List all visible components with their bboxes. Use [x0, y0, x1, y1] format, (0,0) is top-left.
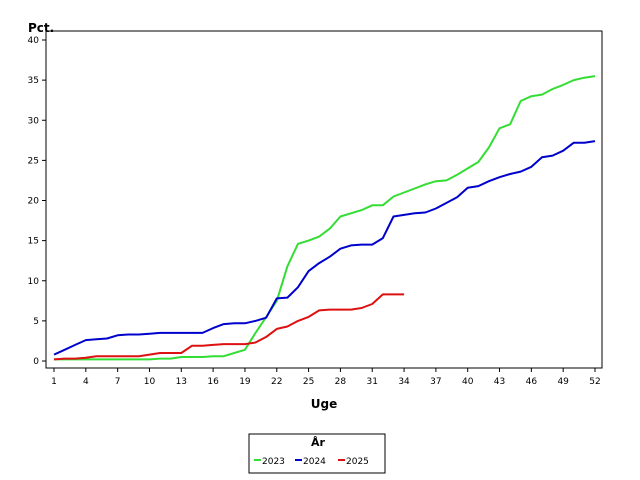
x-tick-label: 1 — [51, 377, 57, 387]
series-lines — [53, 75, 596, 361]
x-tick-label: 40 — [462, 377, 474, 387]
x-tick-label: 22 — [271, 377, 282, 387]
series-line-2023 — [54, 75, 596, 361]
y-tick-label: 15 — [28, 237, 39, 247]
legend-box — [248, 433, 386, 474]
y-tick-label: 35 — [28, 76, 39, 86]
x-tick-label: 16 — [207, 377, 219, 387]
x-tick-label: 25 — [303, 377, 314, 387]
x-tick-label: 28 — [335, 377, 347, 387]
legend-label-2024: 2024 — [303, 457, 326, 467]
y-tick-label: 10 — [28, 277, 40, 287]
x-tick-label: 19 — [239, 377, 251, 387]
y-tick-label: 25 — [28, 156, 39, 166]
x-tick-label: 10 — [144, 377, 156, 387]
y-tick-label: 20 — [28, 197, 40, 207]
series-line-2024 — [53, 140, 596, 356]
x-tick-label: 43 — [494, 377, 505, 387]
x-tick-label: 34 — [398, 377, 410, 387]
legend-label-2025: 2025 — [346, 457, 369, 467]
legend-title: År — [311, 436, 326, 449]
series-line-2025 — [53, 293, 405, 361]
x-tick-label: 49 — [557, 377, 569, 387]
y-axis-label: Pct. — [28, 21, 54, 35]
x-tick-label: 46 — [526, 377, 538, 387]
x-axis-ticks: 1 4 7 10 13 16 19 22 25 28 31 34 37 40 43 46 49 52 — [51, 368, 601, 387]
x-tick-label: 7 — [115, 377, 121, 387]
x-tick-label: 13 — [176, 377, 187, 387]
y-tick-label: 40 — [28, 36, 40, 46]
y-tick-label: 0 — [33, 357, 39, 367]
x-tick-label: 4 — [83, 377, 89, 387]
x-tick-label: 52 — [589, 377, 600, 387]
y-axis-ticks: 0 5 10 15 20 25 30 35 40 — [28, 36, 46, 367]
y-tick-label: 5 — [33, 317, 39, 327]
x-tick-label: 31 — [367, 377, 378, 387]
legend-label-2023: 2023 — [262, 457, 285, 467]
legend: År 2023 2024 2025 — [248, 433, 386, 474]
x-axis-label: Uge — [311, 397, 337, 411]
y-tick-label: 30 — [28, 116, 40, 126]
plot-area-frame — [45, 30, 603, 369]
x-tick-label: 37 — [430, 377, 441, 387]
